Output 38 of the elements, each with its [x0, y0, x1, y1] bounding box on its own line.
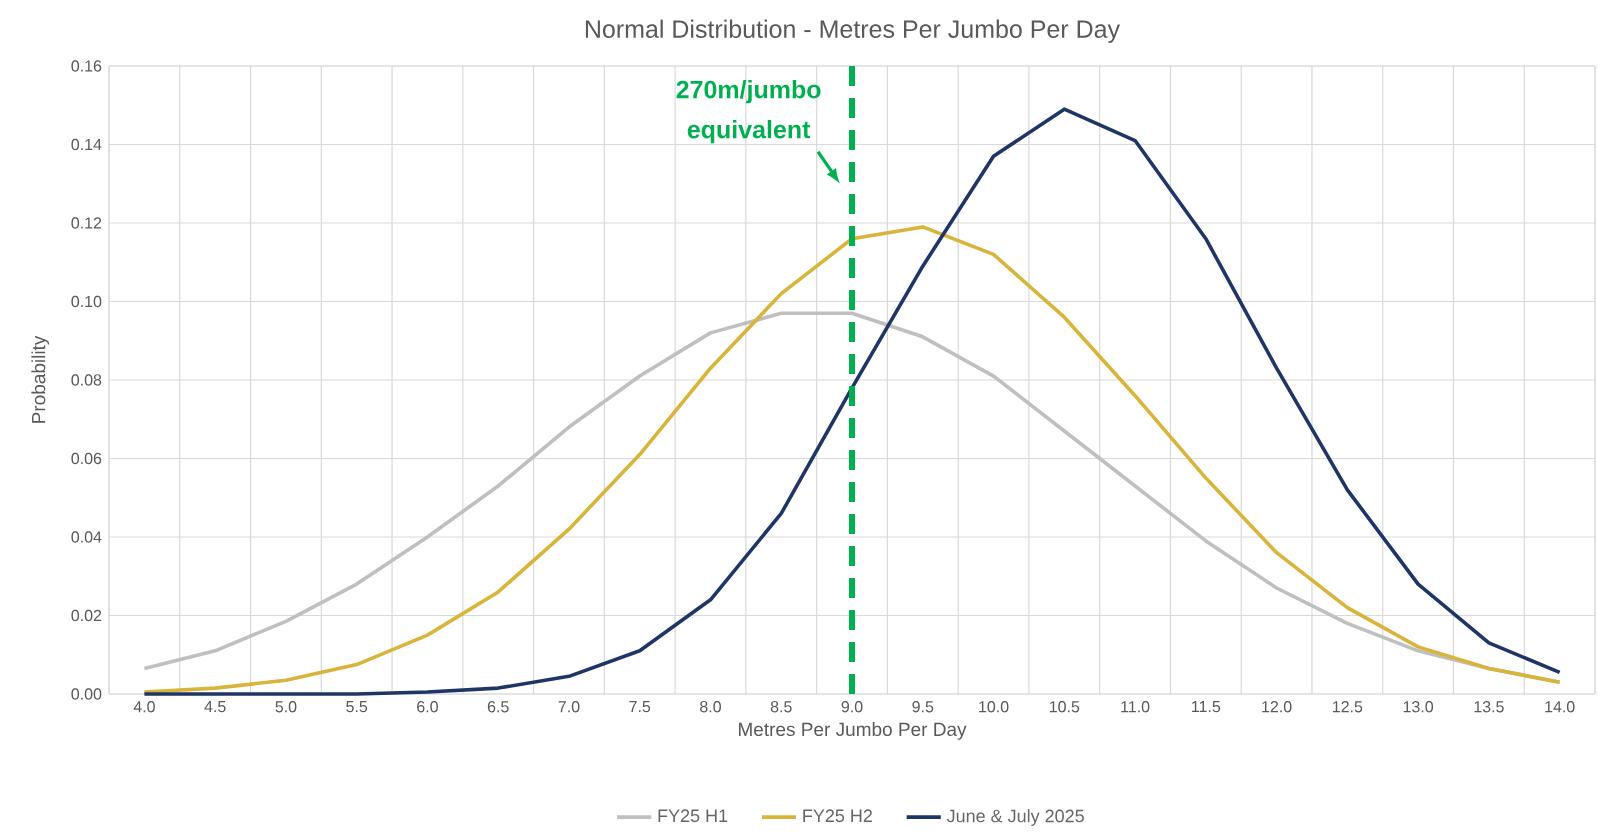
x-tick-label: 11.5 [1192, 701, 1221, 713]
legend-label: June & July 2025 [946, 809, 1084, 826]
x-axis-title: Metres Per Jumbo Per Day [739, 722, 967, 740]
y-tick-label: 0.14 [71, 138, 102, 151]
x-tick-label: 10.0 [979, 701, 1009, 713]
legend-label: FY25 H1 [658, 809, 728, 823]
x-tick-label: 13.5 [1474, 701, 1504, 713]
y-axis-title: Probability [31, 335, 50, 423]
y-tick-label: 0.08 [71, 374, 102, 386]
chart-title: Normal Distribution - Metres Per Jumbo Per Day [585, 19, 1120, 43]
x-tick-label: 12.5 [1333, 701, 1363, 713]
line-series [142, 225, 1562, 694]
x-tick-label: 5.0 [275, 701, 297, 713]
x-tick-label: 10.5 [1049, 701, 1080, 713]
x-tick-label: 8.0 [700, 701, 721, 713]
x-tick-label: 13.0 [1403, 701, 1434, 713]
x-tick-label: 11.0 [1121, 701, 1150, 713]
y-tick-label: 0.16 [71, 60, 102, 72]
x-tick-label: 7.0 [558, 701, 580, 713]
y-tick-label: 0.06 [71, 452, 102, 465]
x-tick-label: 9.0 [841, 701, 863, 713]
x-tick-label: 14.0 [1545, 701, 1575, 713]
x-tick-label: 5.5 [346, 701, 368, 713]
legend-label: FY25 H2 [803, 809, 872, 823]
y-tick-label: 0.10 [71, 295, 102, 308]
x-tick-label: 6.5 [487, 701, 509, 713]
x-tick-label: 4.0 [133, 701, 155, 713]
y-tick-label: 0.04 [71, 531, 102, 543]
x-tick-label: 12.0 [1262, 701, 1292, 713]
x-tick-label: 8.5 [770, 701, 792, 713]
x-tick-label: 6.0 [417, 701, 438, 713]
y-tick-label: 0.02 [71, 609, 102, 622]
y-tick-label: 0.12 [71, 217, 102, 229]
annotation: 270m/jumbo equivalent [676, 80, 821, 144]
x-tick-label: 4.5 [204, 701, 226, 713]
y-tick-label: 0.00 [71, 688, 102, 700]
x-tick-label: 7.5 [629, 701, 651, 713]
x-tick-label: 9.5 [912, 701, 934, 713]
